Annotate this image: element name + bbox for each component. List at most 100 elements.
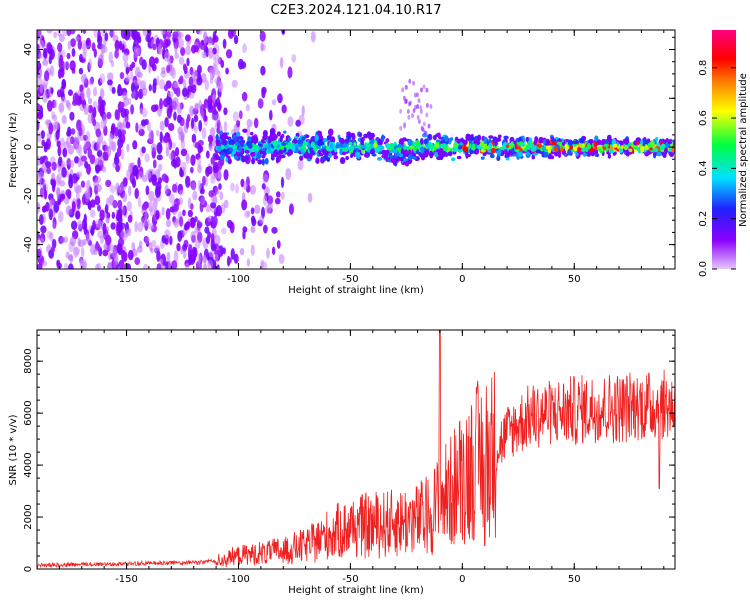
spectrogram-cell: [42, 260, 48, 267]
spectrogram-cell: [122, 177, 128, 187]
spectrogram-cell: [41, 164, 47, 172]
spectrogram-cell: [287, 143, 291, 148]
spectrogram-cell: [150, 104, 158, 113]
spectrogram-cell: [222, 247, 226, 255]
spectrogram-cell: [55, 186, 61, 197]
spectrogram-cell: [413, 92, 417, 98]
spectrogram-cell: [633, 146, 639, 150]
spectrogram-cell: [178, 56, 185, 65]
spectrogram-cell: [64, 263, 69, 269]
spectrogram-cell: [190, 230, 197, 243]
spectrogram-cell: [117, 83, 122, 93]
spectrogram-cell: [209, 127, 216, 137]
spectrogram-cell: [227, 256, 232, 264]
spectrogram-cell: [105, 179, 112, 188]
spectrogram-cell: [480, 156, 485, 160]
spectrogram-cell: [551, 138, 557, 142]
spectrogram-cell: [37, 43, 40, 51]
spectrogram-cell: [425, 103, 429, 108]
spectrogram-cell: [411, 143, 416, 147]
spectrogram-cell: [281, 104, 287, 114]
spectrogram-cell: [635, 137, 642, 144]
spectrogram-cell: [67, 89, 74, 97]
spectrogram-cell: [52, 114, 58, 122]
spectrogram-cell: [387, 147, 392, 151]
spectrogram-cell: [122, 192, 128, 203]
spectrogram-cell: [288, 149, 293, 156]
spectrogram-cell: [262, 194, 268, 206]
spectrogram-cell: [210, 156, 215, 165]
spectrogram-cell: [250, 207, 255, 215]
spectrogram-cell: [78, 67, 84, 75]
spectrogram-cell: [246, 126, 251, 138]
spectrogram-cell: [131, 30, 136, 40]
spectrogram-cell: [243, 210, 250, 219]
spectrogram-cell: [205, 204, 211, 213]
spectrogram-cell: [116, 121, 123, 132]
spectrogram-cell: [151, 174, 157, 183]
spectrogram-cell: [422, 84, 426, 90]
spectrogram-cell: [250, 225, 256, 234]
spectrogram-cell: [188, 254, 192, 266]
spectrogram-cell: [129, 64, 133, 72]
spectrogram-cell: [182, 249, 187, 260]
x-tick-label: 50: [568, 574, 581, 585]
spectrogram-cell: [77, 39, 83, 50]
spectrogram-cell: [273, 149, 279, 157]
spectrogram-cell: [419, 105, 423, 111]
spectrogram-cell: [189, 105, 195, 117]
spectrogram-cell: [463, 139, 468, 145]
spectrogram-cell: [310, 141, 316, 149]
x-tick-label: -150: [115, 274, 138, 285]
spectrogram-cell: [326, 137, 332, 141]
spectrogram-cell: [125, 67, 130, 75]
y-tick-label: -20: [23, 188, 34, 204]
spectrogram-cell: [191, 44, 197, 54]
y-tick-label: 4000: [23, 452, 34, 477]
spectrogram-cell: [214, 54, 221, 65]
spectrogram-cell: [243, 181, 248, 191]
snr-series-line: [37, 330, 675, 569]
spectrogram-cell: [132, 140, 138, 150]
spectrogram-cell: [422, 121, 426, 127]
spectrogram-cell: [222, 38, 227, 49]
spectrogram-cell: [449, 137, 454, 141]
spectrogram-cell: [90, 243, 96, 255]
spectrogram-cell: [37, 103, 41, 111]
spectrogram-cell: [66, 135, 72, 147]
spectrogram-cell: [594, 153, 600, 158]
spectrogram-cell: [110, 222, 116, 230]
spectrogram-cell: [141, 87, 148, 96]
spectrogram-cell: [197, 221, 203, 229]
spectrogram-cell: [126, 263, 132, 269]
spectrogram-cell: [280, 176, 285, 189]
spectrogram-cell: [285, 168, 292, 181]
spectrogram-cell: [233, 253, 239, 264]
spectrogram-cell: [545, 139, 551, 145]
spectrogram-cell: [77, 220, 83, 229]
spectrogram-cell: [376, 157, 382, 161]
spectrogram-cell: [612, 143, 618, 148]
spectrogram-cell: [130, 82, 136, 93]
spectrogram-cell: [55, 175, 60, 186]
spectrogram-cell: [393, 161, 397, 166]
spectrogram-cell: [237, 138, 242, 142]
spectrogram-cell: [82, 51, 87, 60]
spectrogram-cell: [208, 190, 215, 198]
spectrogram-cell: [154, 57, 159, 64]
spectrogram-cell: [627, 142, 632, 146]
spectrogram-cell: [99, 88, 105, 100]
spectrogram-cell: [429, 154, 433, 159]
spectrogram-cell: [428, 134, 432, 139]
spectrogram-cell: [107, 72, 114, 82]
spectrogram-cell: [326, 157, 330, 162]
spectrogram-cell: [444, 135, 449, 143]
spectrogram-cell: [72, 92, 80, 105]
spectrogram-cell: [173, 111, 177, 121]
spectrogram-cell: [369, 150, 374, 155]
spectrogram-cell: [613, 151, 617, 155]
spectrogram-cell: [146, 30, 152, 38]
spectrogram-cell: [420, 146, 425, 154]
spectrogram-cell: [210, 202, 217, 209]
spectrogram-cell: [136, 78, 141, 86]
